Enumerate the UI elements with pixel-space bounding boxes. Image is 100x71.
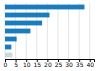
- grid-line: [36, 3, 37, 59]
- x-tick-label: 35: [76, 61, 84, 68]
- x-tick: 30: [65, 59, 73, 68]
- chart: 05 10152025303540: [0, 0, 100, 71]
- grid-line: [47, 3, 48, 59]
- x-tick-label: 40: [86, 61, 94, 68]
- x-tick-label: 0: [4, 61, 8, 68]
- x-tick: 0: [4, 59, 8, 68]
- x-tick: 15: [33, 59, 41, 68]
- x-tick-label: 10: [23, 61, 31, 68]
- bars: [5, 5, 84, 58]
- bar: [5, 13, 50, 18]
- grid-line: [79, 3, 80, 59]
- x-tick-label: 5: [14, 61, 18, 68]
- x-tick-label: 20: [44, 61, 52, 68]
- x-axis: 05 10152025303540: [4, 59, 95, 68]
- x-tick-label: 30: [65, 61, 73, 68]
- grid-line: [68, 3, 69, 59]
- grid: [5, 3, 90, 59]
- x-tick: 25: [55, 59, 63, 68]
- plot: 05 10152025303540: [4, 3, 95, 68]
- x-tick-label: 25: [55, 61, 63, 68]
- x-tick: 40: [86, 59, 94, 68]
- bar: [5, 53, 12, 58]
- bar: [5, 37, 17, 42]
- x-tick: 5: [14, 59, 18, 68]
- x-tick: 10: [23, 59, 31, 68]
- x-tick-label: 15: [33, 61, 41, 68]
- bar: [5, 5, 84, 10]
- bar: [5, 45, 11, 50]
- grid-line: [57, 3, 58, 59]
- bar: [5, 29, 30, 34]
- x-tick: 20: [44, 59, 52, 68]
- x-tick: 35: [76, 59, 84, 68]
- grid-line: [89, 3, 90, 59]
- bar: [5, 21, 42, 26]
